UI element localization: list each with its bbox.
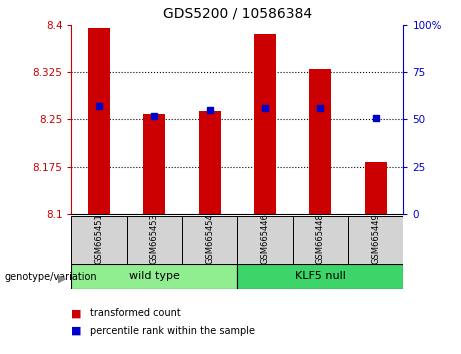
Bar [127,216,182,264]
Bar [309,69,331,214]
Bar [88,28,110,214]
Bar [237,264,403,289]
Bar [143,114,165,214]
Bar [182,216,237,264]
Bar [199,111,221,214]
Bar [254,34,276,214]
Text: transformed count: transformed count [90,308,181,318]
Text: GSM665454: GSM665454 [205,213,214,264]
Text: genotype/variation: genotype/variation [5,272,97,282]
Bar [293,216,348,264]
Text: GSM665451: GSM665451 [95,213,104,264]
Text: wild type: wild type [129,272,180,281]
Bar [71,216,127,264]
Bar [237,216,293,264]
Bar [71,264,237,289]
Text: GSM665449: GSM665449 [371,213,380,264]
Text: ■: ■ [71,326,82,336]
Title: GDS5200 / 10586384: GDS5200 / 10586384 [163,7,312,21]
Text: ■: ■ [71,308,82,318]
Text: GSM665446: GSM665446 [260,213,270,264]
Text: GSM665453: GSM665453 [150,213,159,264]
Text: KLF5 null: KLF5 null [295,272,346,281]
Bar [365,162,387,214]
Bar [348,216,403,264]
Text: GSM665448: GSM665448 [316,213,325,264]
Text: ▶: ▶ [58,274,66,284]
Text: percentile rank within the sample: percentile rank within the sample [90,326,255,336]
